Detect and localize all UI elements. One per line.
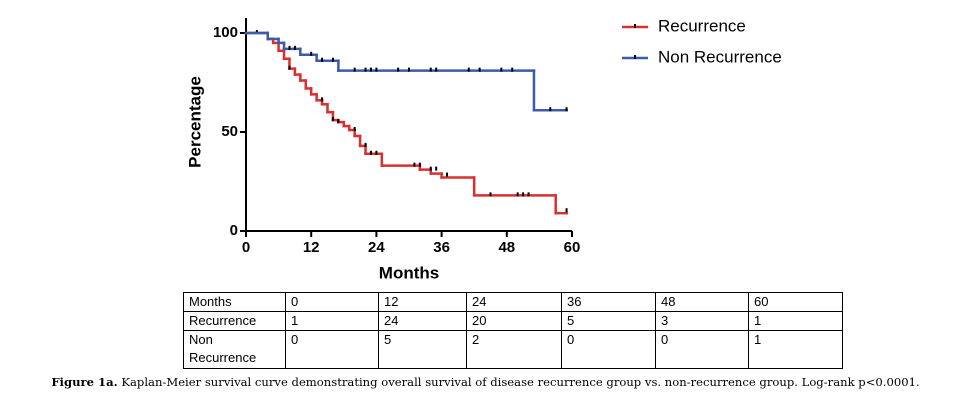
table-cell: 5 [561, 311, 656, 331]
table-cell: Recurrence [183, 311, 286, 331]
y-tick-label: 100 [213, 24, 238, 41]
table-cell: 48 [655, 292, 749, 312]
x-tick-label: 60 [564, 239, 581, 256]
table-cell: 12 [378, 292, 467, 312]
table-cell: 1 [748, 311, 843, 331]
chart: Months Percentage 0 50 100 0 12 24 36 48 60 Recur… [185, 16, 782, 282]
x-tick-label: 12 [303, 239, 320, 256]
x-tick-label: 0 [242, 239, 250, 256]
table-cell: 0 [285, 330, 379, 369]
table-cell: 60 [748, 292, 843, 312]
x-tick-label: 48 [498, 239, 515, 256]
table-cell: 1 [748, 330, 843, 369]
caption-label: Figure 1a. [51, 375, 118, 389]
y-tick-label: 50 [221, 123, 238, 140]
table-row: Non Recurrence 0 5 2 0 0 1 [183, 330, 843, 369]
legend-label: Non Recurrence [658, 47, 782, 66]
x-tick-label: 36 [433, 239, 450, 256]
table-cell: 36 [561, 292, 656, 312]
table-cell: 0 [655, 330, 749, 369]
table-cell: 24 [466, 292, 562, 312]
x-tick-label: 24 [368, 239, 385, 256]
table-cell: 20 [466, 311, 562, 331]
y-axis-label: Percentage [185, 76, 204, 168]
table-cell: 1 [285, 311, 379, 331]
at-risk-table: Months 0 12 24 36 48 60 Recurrence 1 24 20 5 3 1 Non R… [183, 292, 843, 369]
caption-text: Kaplan-Meier survival curve demonstratin… [121, 375, 920, 389]
caption: Figure 1a. Kaplan-Meier survival curve d… [0, 375, 971, 389]
x-axis-label: Months [379, 263, 439, 282]
table-cell: 0 [285, 292, 379, 312]
table-cell: 2 [466, 330, 562, 369]
legend-label: Recurrence [658, 16, 746, 35]
table-cell: Months [183, 292, 286, 312]
table-row: Recurrence 1 24 20 5 3 1 [183, 311, 843, 331]
table-row: Months 0 12 24 36 48 60 [183, 292, 843, 312]
y-tick-label: 0 [230, 222, 238, 239]
table-cell: 0 [561, 330, 656, 369]
table-cell: Non Recurrence [183, 330, 286, 369]
table-cell: 24 [378, 311, 467, 331]
table-cell: 3 [655, 311, 749, 331]
table-cell: 5 [378, 330, 467, 369]
